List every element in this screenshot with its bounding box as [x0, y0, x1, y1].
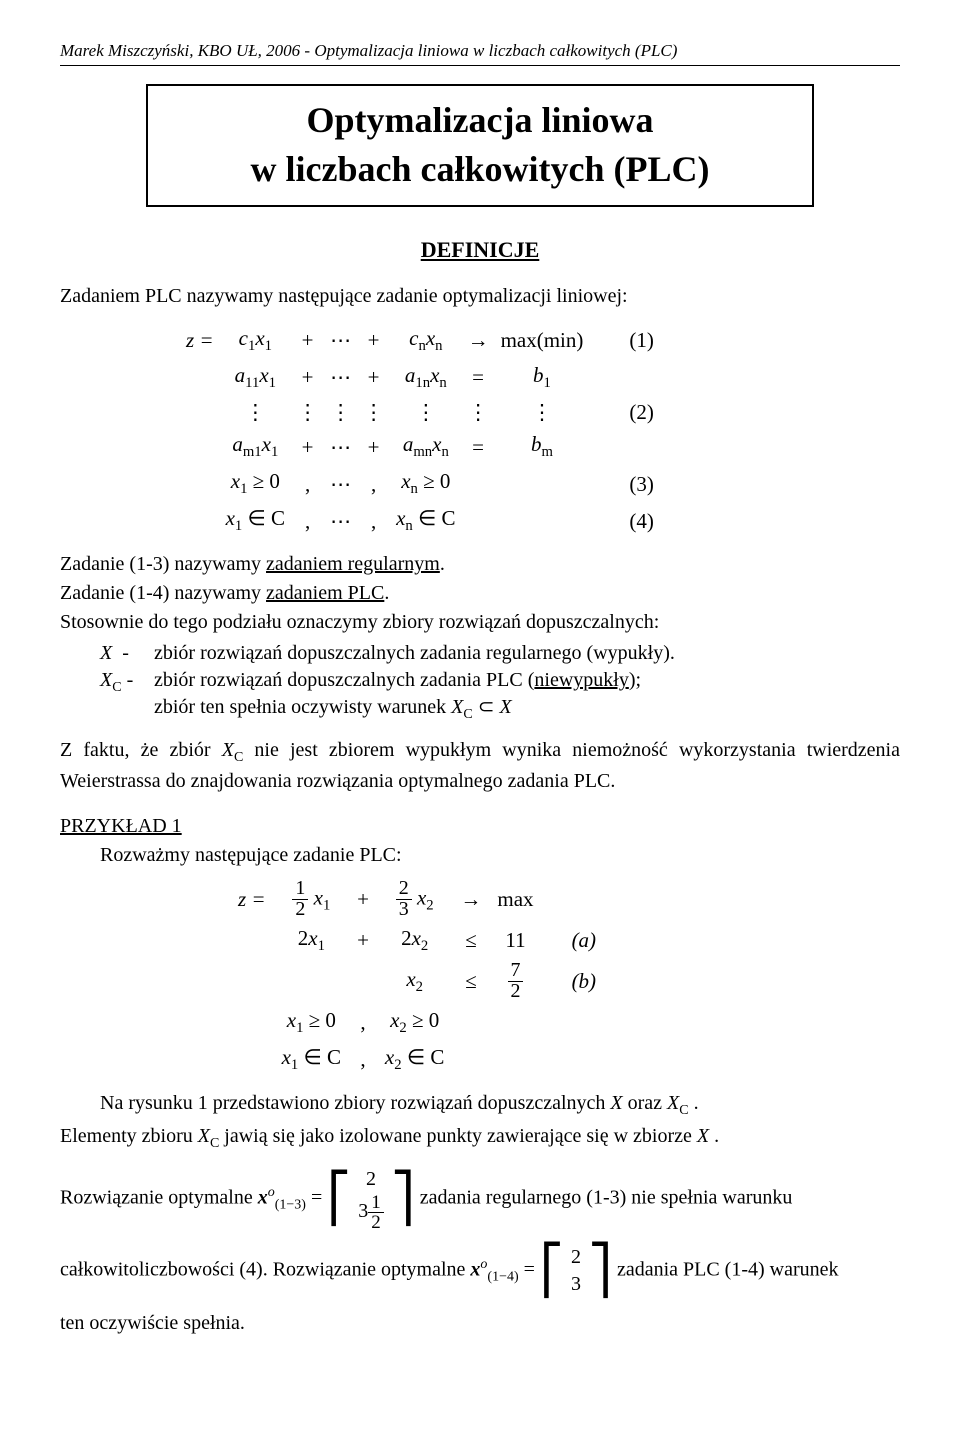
para-fig1: Na rysunku 1 przedstawiono zbiory rozwią… [60, 1090, 900, 1121]
example-equation-block: z = 12 x1 + 23 x2 → max 2x1 + 2x2 ≤ 11 (… [60, 877, 900, 1078]
eq-label-4: (4) [589, 502, 660, 539]
eq-row-vdots: ⋮ ⋮ ⋮ ⋮ ⋮ ⋮ ⋮ (2) [180, 396, 660, 428]
page-header: Marek Miszczyński, KBO UŁ, 2006 - Optyma… [60, 40, 900, 66]
vector-2: 2 3 [569, 1244, 583, 1298]
para-last: ten oczywiście spełnia. [60, 1310, 900, 1337]
left-bracket-icon: ⎡ [327, 1175, 351, 1223]
eq-row-1: z = c1x1 + ⋯ + cnxn → max(min) (1) [180, 322, 660, 359]
eq-z: z = [180, 322, 220, 359]
para-isolated: Elementy zbioru XC jawią się jako izolow… [60, 1123, 900, 1154]
para-regular: Zadanie (1-3) nazywamy zadaniem regularn… [60, 551, 900, 578]
eq-row-5: x1 ≥ 0 , ⋯ , xn ≥ 0 (3) [180, 465, 660, 502]
para-plc: Zadanie (1-4) nazywamy zadaniem PLC. [60, 580, 900, 607]
right-bracket-icon: ⎤ [588, 1247, 612, 1295]
main-equation-block: z = c1x1 + ⋯ + cnxn → max(min) (1) a11x1… [60, 322, 900, 540]
eq-row-4: am1x1 + ⋯ + amnxn = bm [180, 428, 660, 465]
title-line-2: w liczbach całkowitych (PLC) [160, 145, 800, 194]
set-X: X - zbiór rozwiązań dopuszczalnych zadan… [100, 640, 900, 667]
para-sets-intro: Stosownie do tego podziału oznaczymy zbi… [60, 609, 900, 636]
eq-label-3: (3) [589, 465, 660, 502]
para-opt-regular: Rozwiązanie optymalne xo(1−3) = ⎡ 2 312 … [60, 1166, 900, 1232]
section-title: DEFINICJE [60, 235, 900, 265]
set-XC: XC - zbiór rozwiązań dopuszczalnych zada… [100, 667, 900, 725]
eq-row-2: a11x1 + ⋯ + a1nxn = b1 [180, 359, 660, 396]
eq-row-6: x1 ∈ C , ⋯ , xn ∈ C (4) [180, 502, 660, 539]
left-bracket-icon: ⎡ [540, 1247, 564, 1295]
vector-1: 2 312 [356, 1166, 386, 1232]
ex-eq-a: 2x1 + 2x2 ≤ 11 (a) [230, 922, 604, 959]
ex-eq-nonneg: x1 ≥ 0 , x2 ≥ 0 [230, 1004, 604, 1041]
eq-maxmin: max(min) [495, 322, 590, 359]
ex-eq-integer: x1 ∈ C , x2 ∈ C [230, 1041, 604, 1078]
set-list: X - zbiór rozwiązań dopuszczalnych zadan… [100, 640, 900, 725]
eq-c1: c [239, 326, 248, 350]
ex-eq-b: x2 ≤ 72 (b) [230, 959, 604, 1004]
title-line-1: Optymalizacja liniowa [160, 96, 800, 145]
title-box: Optymalizacja liniowa w liczbach całkowi… [146, 84, 814, 207]
eq-label-1: (1) [589, 322, 660, 359]
right-bracket-icon: ⎤ [391, 1175, 415, 1223]
ex-eq-objective: z = 12 x1 + 23 x2 → max [230, 877, 604, 922]
intro-paragraph: Zadaniem PLC nazywamy następujące zadani… [60, 283, 900, 310]
para-opt-plc: całkowitoliczbowości (4). Rozwiązanie op… [60, 1244, 900, 1298]
example-label: PRZYKŁAD 1 [60, 815, 182, 837]
para-weierstrass: Z faktu, że zbiór XC nie jest zbiorem wy… [60, 737, 900, 795]
example-heading: PRZYKŁAD 1 [60, 813, 900, 840]
example-intro: Rozważmy następujące zadanie PLC: [60, 842, 900, 869]
eq-label-2: (2) [589, 396, 660, 428]
